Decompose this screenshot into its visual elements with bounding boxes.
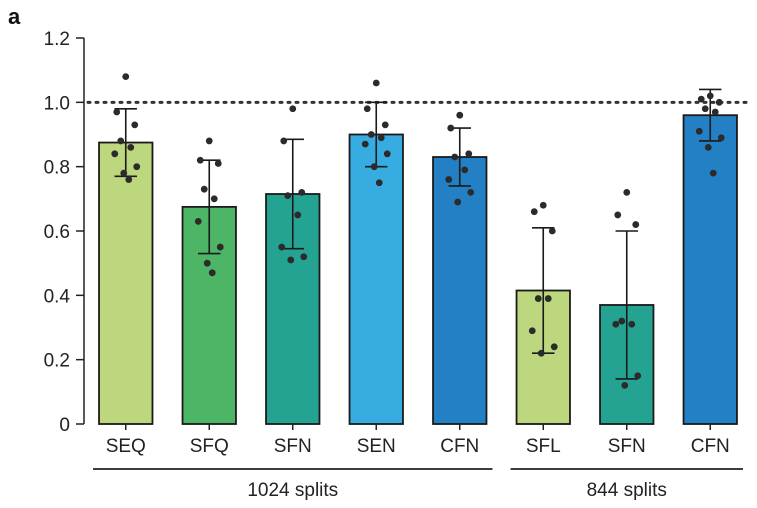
y-tick-label: 0.8: [44, 158, 70, 179]
panel-label: a: [8, 4, 21, 29]
data-point: [214, 160, 222, 167]
x-tick-label: SFN: [274, 436, 312, 457]
data-point: [539, 201, 547, 209]
data-point: [465, 150, 473, 158]
data-point: [697, 95, 705, 103]
data-point: [127, 143, 135, 151]
data-point: [623, 189, 631, 196]
data-point: [300, 253, 308, 261]
data-point: [717, 134, 725, 142]
data-point: [612, 320, 620, 328]
data-point: [216, 243, 224, 251]
data-point: [298, 189, 306, 196]
data-point: [614, 211, 622, 219]
data-point: [456, 111, 464, 119]
bar: [98, 141, 154, 425]
data-point: [537, 349, 545, 357]
data-point: [367, 131, 375, 138]
x-axis: SEQ SFQ SFN SEN CFN SFL SFN CFN: [106, 424, 730, 457]
data-point: [361, 140, 369, 148]
data-point: [383, 150, 391, 158]
data-point: [133, 163, 141, 171]
data-point: [447, 124, 455, 132]
x-tick-label: SFN: [608, 436, 646, 457]
x-tick-label: CFN: [691, 436, 730, 457]
data-point: [125, 176, 133, 183]
x-tick-label: SFL: [526, 436, 561, 457]
data-point: [203, 259, 211, 267]
bar: [348, 133, 404, 425]
data-point: [363, 105, 371, 113]
data-point: [548, 227, 556, 235]
data-point: [709, 169, 717, 177]
group-brackets: 1024 splits 844 splits: [93, 468, 743, 501]
data-points-layer: [111, 73, 725, 389]
data-point: [706, 92, 714, 100]
data-point: [550, 343, 558, 351]
data-point: [210, 195, 218, 203]
data-point: [200, 185, 208, 193]
data-point: [704, 143, 712, 151]
data-point: [454, 198, 462, 206]
y-tick-label: 1.0: [44, 93, 70, 114]
data-point: [208, 269, 216, 277]
data-point: [544, 295, 552, 302]
data-point: [381, 121, 389, 129]
data-point: [715, 98, 723, 106]
data-point: [278, 243, 286, 251]
data-point: [294, 211, 302, 219]
y-tick-label: 0: [59, 415, 70, 436]
x-tick-label: CFN: [440, 436, 479, 457]
data-point: [701, 105, 709, 113]
data-point: [375, 179, 383, 187]
bar: [432, 156, 488, 425]
y-tick-label: 0.4: [44, 286, 71, 307]
y-axis: 0 0.2 0.4 0.6 0.8 1.0 1.2: [44, 29, 85, 436]
data-point: [287, 256, 295, 264]
data-point: [695, 127, 703, 135]
data-point: [528, 327, 536, 335]
data-point: [194, 217, 202, 225]
data-point: [621, 382, 629, 389]
x-tick-label: SEN: [357, 436, 396, 457]
bar: [682, 114, 738, 425]
data-point: [461, 166, 469, 174]
data-point: [618, 317, 626, 325]
bars-layer: [98, 114, 738, 425]
data-point: [111, 150, 119, 158]
data-point: [280, 137, 288, 145]
data-point: [445, 176, 453, 183]
data-point: [372, 79, 380, 87]
data-point: [122, 73, 130, 80]
group-label: 844 splits: [587, 480, 667, 501]
data-point: [530, 208, 538, 216]
data-point: [534, 295, 542, 302]
data-point: [467, 189, 475, 196]
x-tick-label: SEQ: [106, 436, 146, 457]
data-point: [370, 163, 378, 171]
data-point: [632, 221, 640, 228]
data-point: [113, 108, 121, 116]
data-point: [377, 134, 385, 142]
data-point: [451, 153, 459, 161]
data-point: [120, 169, 128, 177]
group-label: 1024 splits: [247, 480, 338, 501]
data-point: [711, 108, 719, 116]
data-point: [117, 137, 125, 145]
data-point: [131, 121, 139, 129]
data-point: [196, 156, 204, 164]
y-tick-label: 0.2: [44, 351, 70, 372]
y-tick-label: 1.2: [44, 29, 70, 50]
data-point: [628, 320, 636, 328]
data-point: [634, 372, 642, 380]
y-tick-label: 0.6: [44, 222, 70, 243]
data-point: [205, 137, 213, 145]
data-point: [284, 192, 292, 200]
data-point: [289, 105, 297, 113]
x-tick-label: SFQ: [190, 436, 229, 457]
